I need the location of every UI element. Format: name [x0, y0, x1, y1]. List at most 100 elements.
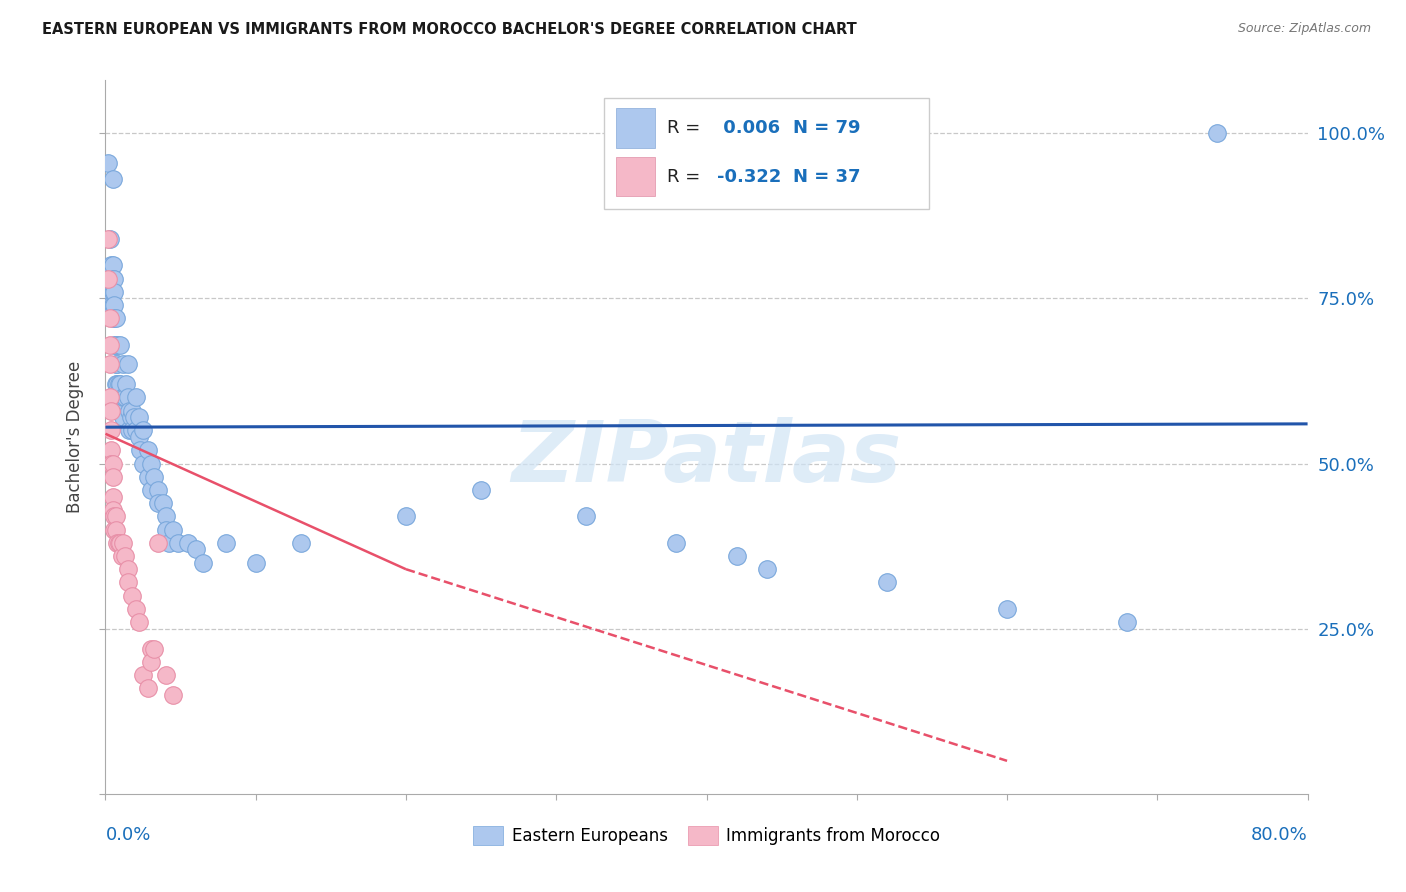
- Point: [101, 502, 124, 516]
- Point: [98, 337, 121, 351]
- Point: [124, 424, 146, 438]
- Point: [101, 285, 124, 299]
- Point: [97, 271, 120, 285]
- Point: [117, 358, 139, 372]
- Point: [100, 258, 122, 272]
- Point: [103, 285, 125, 299]
- Point: [132, 668, 155, 682]
- Point: [120, 410, 142, 425]
- Point: [395, 509, 418, 524]
- Text: N = 79: N = 79: [793, 120, 860, 137]
- Text: 0.0%: 0.0%: [105, 826, 150, 844]
- Point: [100, 443, 122, 458]
- Point: [139, 641, 162, 656]
- Point: [101, 258, 124, 272]
- Point: [98, 358, 121, 372]
- Point: [104, 358, 127, 372]
- Point: [111, 549, 134, 563]
- Point: [470, 483, 492, 497]
- Point: [121, 403, 143, 417]
- Bar: [616, 157, 655, 196]
- Point: [128, 430, 150, 444]
- Point: [110, 536, 132, 550]
- Point: [112, 391, 135, 405]
- Point: [995, 602, 1018, 616]
- Point: [103, 523, 125, 537]
- Point: [162, 523, 184, 537]
- Point: [117, 575, 139, 590]
- Point: [166, 536, 188, 550]
- Point: [98, 271, 121, 285]
- Point: [755, 562, 778, 576]
- Point: [290, 536, 312, 550]
- Point: [124, 391, 146, 405]
- Point: [104, 523, 127, 537]
- Point: [100, 298, 122, 312]
- Text: 80.0%: 80.0%: [1251, 826, 1308, 844]
- Point: [103, 271, 125, 285]
- Point: [146, 536, 169, 550]
- Point: [114, 549, 136, 563]
- Point: [98, 391, 121, 405]
- Point: [98, 311, 121, 326]
- Point: [115, 377, 138, 392]
- Point: [129, 443, 152, 458]
- Point: [112, 410, 135, 425]
- Point: [136, 443, 159, 458]
- Point: [122, 410, 145, 425]
- Point: [139, 483, 162, 497]
- Point: [103, 337, 125, 351]
- Point: [155, 668, 177, 682]
- Point: [128, 615, 150, 629]
- Bar: [616, 109, 655, 148]
- Point: [575, 509, 598, 524]
- Point: [108, 377, 131, 392]
- Point: [101, 311, 124, 326]
- Point: [155, 523, 177, 537]
- Point: [101, 469, 124, 483]
- Point: [117, 562, 139, 576]
- Point: [101, 490, 124, 504]
- Point: [214, 536, 236, 550]
- Point: [97, 232, 120, 246]
- Point: [104, 337, 127, 351]
- Legend: Eastern Europeans, Immigrants from Morocco: Eastern Europeans, Immigrants from Moroc…: [465, 817, 948, 854]
- Point: [876, 575, 898, 590]
- Point: [98, 232, 121, 246]
- Text: Source: ZipAtlas.com: Source: ZipAtlas.com: [1237, 22, 1371, 36]
- Point: [97, 156, 120, 170]
- Text: R =: R =: [666, 168, 706, 186]
- Point: [177, 536, 200, 550]
- Point: [665, 536, 688, 550]
- Point: [184, 542, 207, 557]
- Point: [107, 377, 129, 392]
- Point: [136, 681, 159, 695]
- Point: [114, 391, 136, 405]
- Point: [104, 311, 127, 326]
- Point: [725, 549, 748, 563]
- Point: [121, 424, 143, 438]
- Point: [146, 496, 169, 510]
- Point: [155, 509, 177, 524]
- Point: [136, 469, 159, 483]
- Text: 0.006: 0.006: [717, 120, 780, 137]
- Point: [107, 536, 129, 550]
- Point: [100, 403, 122, 417]
- Point: [157, 536, 180, 550]
- Point: [118, 403, 141, 417]
- Point: [139, 655, 162, 669]
- Point: [103, 509, 125, 524]
- Point: [108, 403, 131, 417]
- Point: [101, 271, 124, 285]
- Point: [132, 424, 155, 438]
- FancyBboxPatch shape: [605, 98, 929, 209]
- Point: [124, 602, 146, 616]
- Point: [142, 469, 165, 483]
- Point: [112, 536, 135, 550]
- Point: [103, 311, 125, 326]
- Y-axis label: Bachelor's Degree: Bachelor's Degree: [66, 361, 84, 513]
- Point: [121, 589, 143, 603]
- Point: [191, 556, 214, 570]
- Point: [245, 556, 267, 570]
- Text: R =: R =: [666, 120, 706, 137]
